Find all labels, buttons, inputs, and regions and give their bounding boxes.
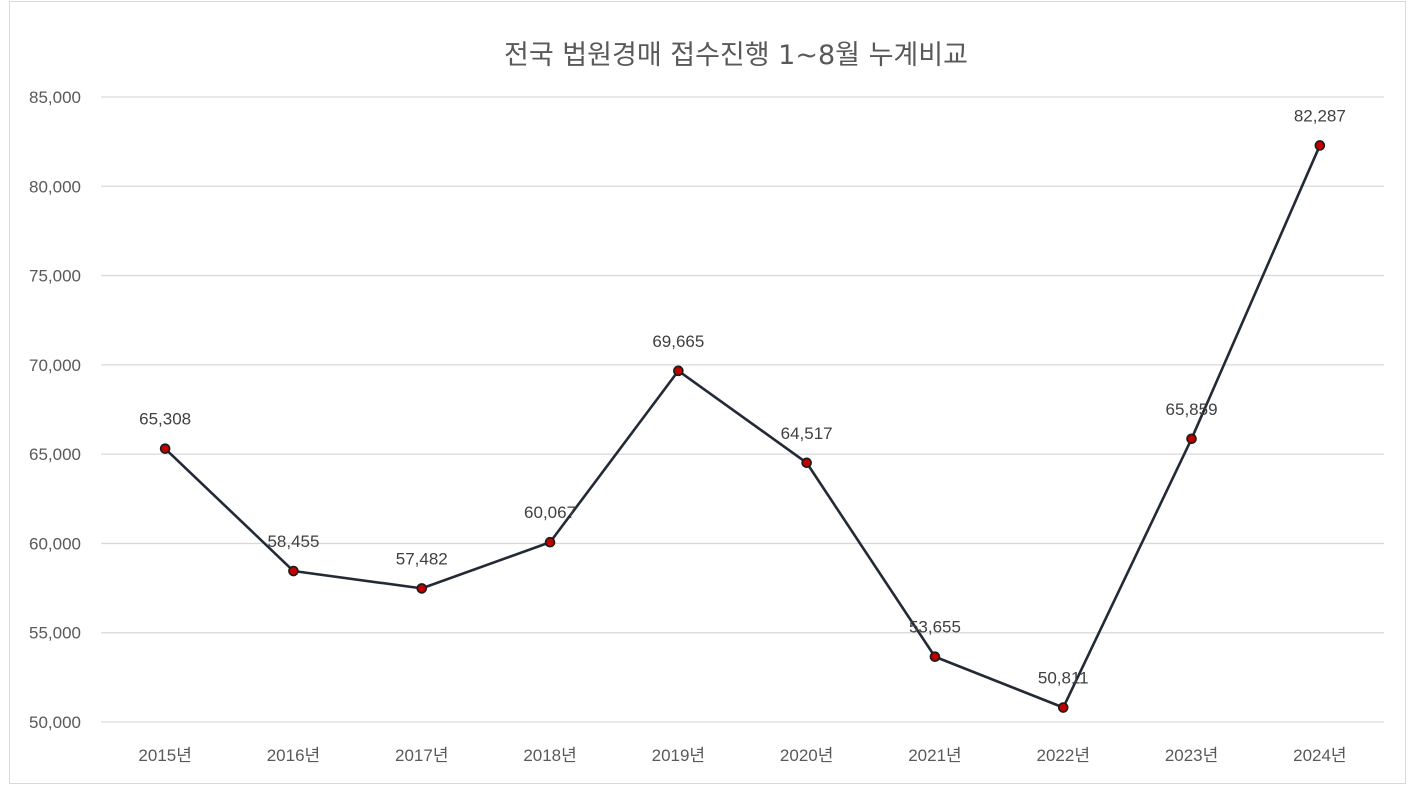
chart-title: 전국 법원경매 접수진행 1~8월 누계비교 <box>504 40 968 71</box>
x-tick-label: 2015년 <box>138 746 191 765</box>
y-tick-label: 70,000 <box>29 356 81 375</box>
y-tick-label: 50,000 <box>29 713 81 732</box>
data-point <box>544 536 556 548</box>
data-label: 50,811 <box>1038 669 1089 688</box>
x-tick-label: 2020년 <box>780 746 833 765</box>
data-label: 82,287 <box>1294 106 1346 125</box>
y-tick-label: 60,000 <box>29 534 81 553</box>
data-label: 58,455 <box>267 532 319 551</box>
y-tick-label: 80,000 <box>29 177 81 196</box>
data-label: 65,308 <box>139 410 191 429</box>
data-point <box>1057 702 1069 713</box>
data-point <box>801 457 812 469</box>
data-label: 53,655 <box>909 618 961 637</box>
x-tick-label: 2019년 <box>652 746 705 765</box>
data-point <box>416 583 428 594</box>
x-tick-label: 2016년 <box>267 746 320 765</box>
data-point <box>1186 433 1197 445</box>
data-point <box>159 443 171 454</box>
y-tick-label: 55,000 <box>29 624 81 643</box>
data-point <box>673 365 684 377</box>
data-point <box>288 565 299 577</box>
data-point <box>1314 140 1326 151</box>
x-tick-label: 2022년 <box>1037 746 1090 765</box>
y-tick-label: 65,000 <box>29 445 81 464</box>
data-label: 60,067 <box>524 503 576 522</box>
x-tick-label: 2021년 <box>908 746 961 765</box>
data-label: 65,859 <box>1166 400 1218 419</box>
x-tick-label: 2023년 <box>1165 746 1218 765</box>
y-tick-label: 85,000 <box>29 88 81 107</box>
y-tick-label: 75,000 <box>29 267 81 286</box>
data-label: 69,665 <box>652 332 704 351</box>
series-line <box>164 144 1322 709</box>
x-tick-label: 2024년 <box>1293 746 1346 765</box>
x-tick-label: 2017년 <box>395 746 448 765</box>
x-tick-label: 2018년 <box>523 746 576 765</box>
data-label: 57,482 <box>396 549 448 568</box>
data-label: 64,517 <box>781 424 833 443</box>
data-point <box>929 651 941 663</box>
